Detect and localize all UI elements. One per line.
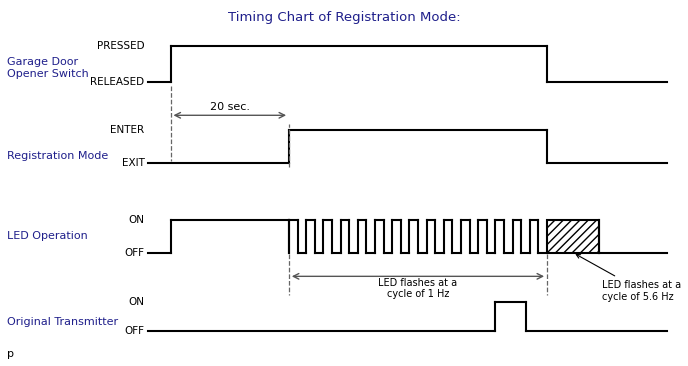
Text: Garage Door
Opener Switch: Garage Door Opener Switch — [7, 56, 89, 79]
Text: Original Transmitter: Original Transmitter — [7, 317, 118, 327]
Text: OFF: OFF — [125, 247, 144, 258]
Text: LED Operation: LED Operation — [7, 231, 87, 241]
Bar — [547, 220, 599, 253]
Text: RELEASED: RELEASED — [90, 77, 144, 87]
Text: LED flashes at a
cycle of 5.6 Hz: LED flashes at a cycle of 5.6 Hz — [577, 254, 681, 302]
Text: p: p — [7, 349, 14, 359]
Text: OFF: OFF — [125, 326, 144, 336]
Text: ON: ON — [129, 214, 144, 225]
Text: 20 sec.: 20 sec. — [210, 102, 250, 112]
Text: PRESSED: PRESSED — [97, 41, 144, 51]
Text: ON: ON — [129, 297, 144, 307]
Text: Registration Mode: Registration Mode — [7, 150, 108, 161]
Text: Timing Chart of Registration Mode:: Timing Chart of Registration Mode: — [228, 11, 460, 24]
Text: EXIT: EXIT — [122, 158, 144, 168]
Text: ENTER: ENTER — [110, 125, 144, 135]
Text: LED flashes at a
cycle of 1 Hz: LED flashes at a cycle of 1 Hz — [378, 278, 458, 299]
